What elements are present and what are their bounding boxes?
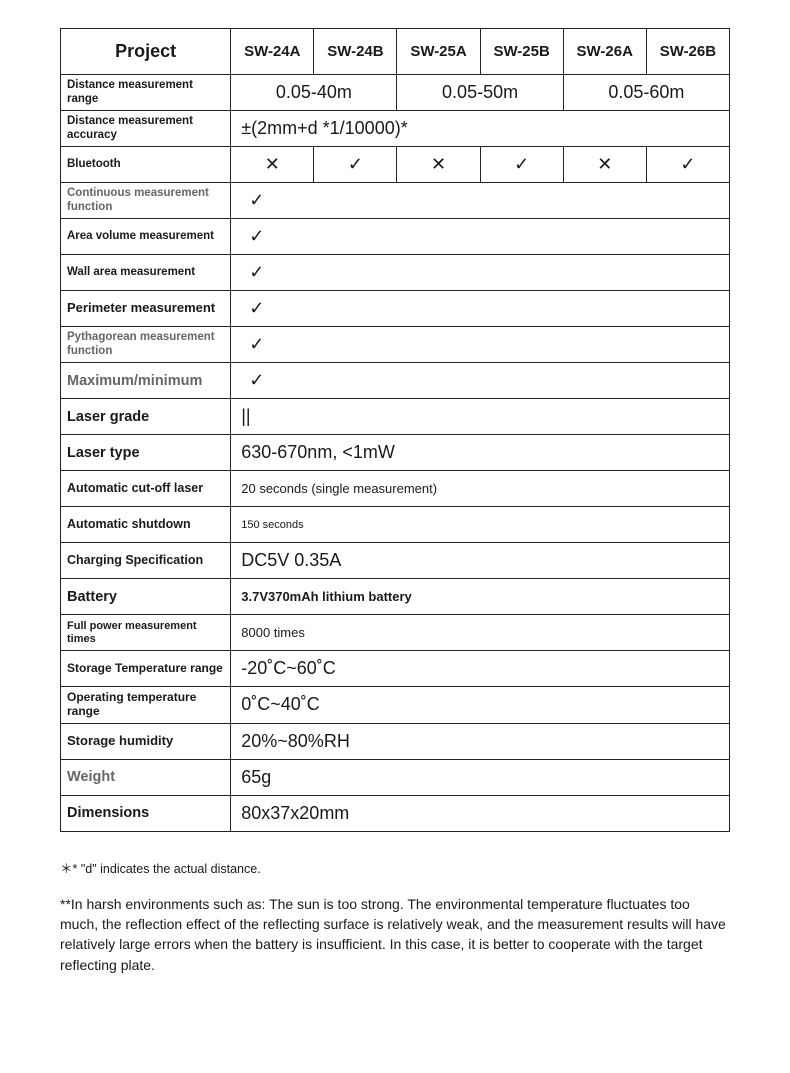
label-auto-laser: Automatic cut-off laser <box>61 471 231 507</box>
label-pythag: Pythagorean measurement function <box>61 327 231 363</box>
row-continuous: Continuous measurement function ✓ <box>61 183 730 219</box>
val-weight: 65g <box>231 759 730 795</box>
row-dims: Dimensions 80x37x20mm <box>61 795 730 831</box>
val-perimeter: ✓ <box>231 291 730 327</box>
val-continuous: ✓ <box>231 183 730 219</box>
header-row: Project SW-24A SW-24B SW-25A SW-25B SW-2… <box>61 29 730 75</box>
row-wall: Wall area measurement ✓ <box>61 255 730 291</box>
bt-3: ✓ <box>480 147 563 183</box>
val-battery: 3.7V370mAh lithium battery <box>231 579 730 615</box>
bt-4: ✕ <box>563 147 646 183</box>
row-area: Area volume measurement ✓ <box>61 219 730 255</box>
label-charging: Charging Specification <box>61 543 231 579</box>
val-maxmin: ✓ <box>231 363 730 399</box>
footnote-1: ＊* "d" indicates the actual distance. <box>60 860 730 878</box>
footnotes: ＊* "d" indicates the actual distance. **… <box>60 860 730 975</box>
label-maxmin: Maximum/minimum <box>61 363 231 399</box>
header-model-3: SW-25B <box>480 29 563 75</box>
label-dims: Dimensions <box>61 795 231 831</box>
label-humidity: Storage humidity <box>61 723 231 759</box>
footnote-1-text: * "d" indicates the actual distance. <box>73 862 261 876</box>
footnote-2: **In harsh environments such as: The sun… <box>60 894 730 975</box>
val-full-power: 8000 times <box>231 615 730 651</box>
val-area: ✓ <box>231 219 730 255</box>
row-auto-laser: Automatic cut-off laser 20 seconds (sing… <box>61 471 730 507</box>
val-auto-laser: 20 seconds (single measurement) <box>231 471 730 507</box>
val-accuracy: ±(2mm+d *1/10000)* <box>231 111 730 147</box>
row-op-temp: Operating temperature range 0˚C~40˚C <box>61 687 730 724</box>
label-type: Laser type <box>61 435 231 471</box>
row-weight: Weight 65g <box>61 759 730 795</box>
label-accuracy: Distance measurement accuracy <box>61 111 231 147</box>
val-wall: ✓ <box>231 255 730 291</box>
header-model-0: SW-24A <box>231 29 314 75</box>
val-dims: 80x37x20mm <box>231 795 730 831</box>
val-type: 630-670nm, <1mW <box>231 435 730 471</box>
header-model-4: SW-26A <box>563 29 646 75</box>
val-range-0: 0.05-40m <box>231 75 397 111</box>
label-range: Distance measurement range <box>61 75 231 111</box>
label-weight: Weight <box>61 759 231 795</box>
val-op-temp: 0˚C~40˚C <box>231 687 730 724</box>
spec-table: Project SW-24A SW-24B SW-25A SW-25B SW-2… <box>60 28 730 832</box>
label-wall: Wall area measurement <box>61 255 231 291</box>
val-storage-temp: -20˚C~60˚C <box>231 651 730 687</box>
bt-5: ✓ <box>646 147 729 183</box>
label-continuous: Continuous measurement function <box>61 183 231 219</box>
row-storage-temp: Storage Temperature range -20˚C~60˚C <box>61 651 730 687</box>
label-grade: Laser grade <box>61 399 231 435</box>
row-auto-shut: Automatic shutdown 150 seconds <box>61 507 730 543</box>
header-model-5: SW-26B <box>646 29 729 75</box>
footnote-1-star: ＊ <box>60 862 73 876</box>
label-bluetooth: Bluetooth <box>61 147 231 183</box>
row-maxmin: Maximum/minimum ✓ <box>61 363 730 399</box>
row-full-power: Full power measurement times 8000 times <box>61 615 730 651</box>
row-pythag: Pythagorean measurement function ✓ <box>61 327 730 363</box>
row-perimeter: Perimeter measurement ✓ <box>61 291 730 327</box>
bt-1: ✓ <box>314 147 397 183</box>
bt-0: ✕ <box>231 147 314 183</box>
label-auto-shut: Automatic shutdown <box>61 507 231 543</box>
val-humidity: 20%~80%RH <box>231 723 730 759</box>
header-project: Project <box>61 29 231 75</box>
label-full-power: Full power measurement times <box>61 615 231 651</box>
val-auto-shut: 150 seconds <box>231 507 730 543</box>
row-type: Laser type 630-670nm, <1mW <box>61 435 730 471</box>
row-accuracy: Distance measurement accuracy ±(2mm+d *1… <box>61 111 730 147</box>
row-charging: Charging Specification DC5V 0.35A <box>61 543 730 579</box>
label-battery: Battery <box>61 579 231 615</box>
val-grade: || <box>231 399 730 435</box>
label-op-temp: Operating temperature range <box>61 687 231 724</box>
row-bluetooth: Bluetooth ✕ ✓ ✕ ✓ ✕ ✓ <box>61 147 730 183</box>
header-model-2: SW-25A <box>397 29 480 75</box>
row-range: Distance measurement range 0.05-40m 0.05… <box>61 75 730 111</box>
row-battery: Battery 3.7V370mAh lithium battery <box>61 579 730 615</box>
label-area: Area volume measurement <box>61 219 231 255</box>
val-charging: DC5V 0.35A <box>231 543 730 579</box>
row-grade: Laser grade || <box>61 399 730 435</box>
label-perimeter: Perimeter measurement <box>61 291 231 327</box>
val-range-1: 0.05-50m <box>397 75 563 111</box>
row-humidity: Storage humidity 20%~80%RH <box>61 723 730 759</box>
label-storage-temp: Storage Temperature range <box>61 651 231 687</box>
header-model-1: SW-24B <box>314 29 397 75</box>
bt-2: ✕ <box>397 147 480 183</box>
val-range-2: 0.05-60m <box>563 75 729 111</box>
val-pythag: ✓ <box>231 327 730 363</box>
